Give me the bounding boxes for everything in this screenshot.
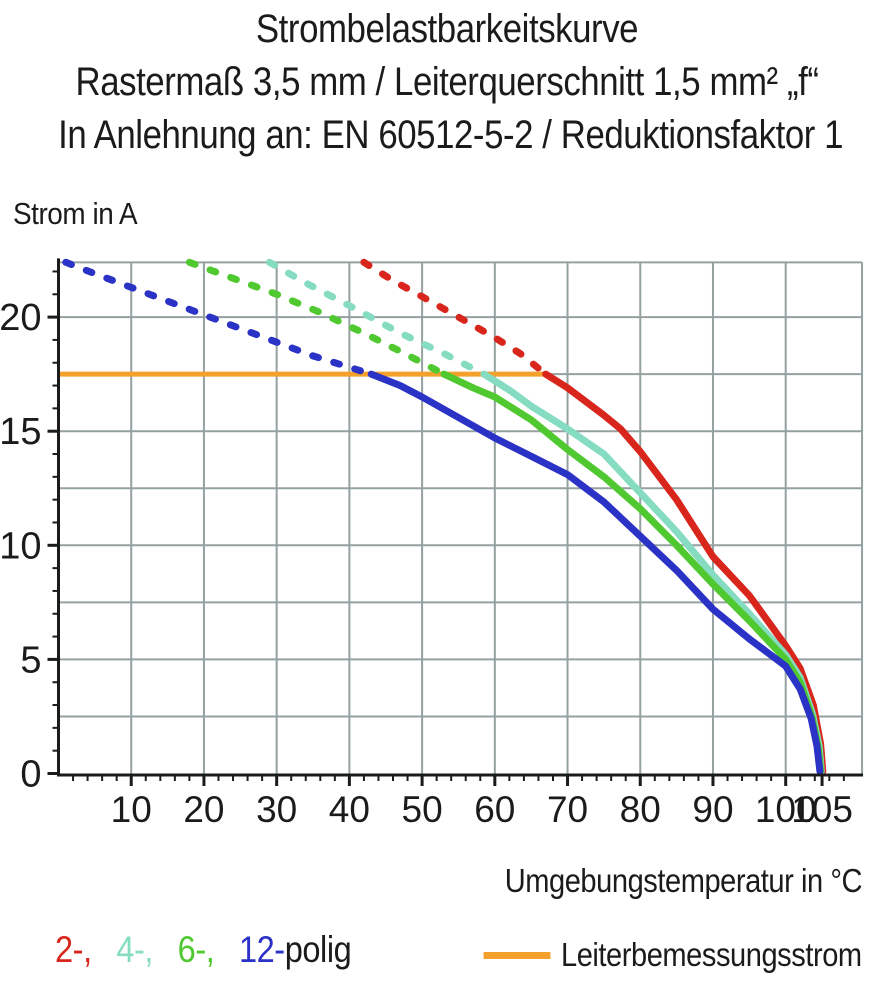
rated-current-label: Leiterbemessungsstrom <box>561 936 862 973</box>
x-tick-label-90: 90 <box>692 789 733 830</box>
x-axis-label: Umgebungstemperatur in °C <box>504 862 863 899</box>
legend-poles-suffix: polig <box>284 929 352 970</box>
x-tick-label-100: 100 <box>755 789 817 830</box>
y-axis-label: Strom in A <box>13 196 138 231</box>
title-line-1: Strombelastbarkeitskurve <box>255 7 639 51</box>
legend-6-polig: 6-, <box>177 929 215 970</box>
y-tick-label-10: 10 <box>0 525 42 567</box>
axis-ticks <box>47 270 845 786</box>
title-line-3: In Anlehnung an: EN 60512-5-2 / Reduktio… <box>58 113 844 157</box>
axes <box>57 258 864 777</box>
legend-rated-current: Leiterbemessungsstrom <box>483 936 862 974</box>
chart-title: Strombelastbarkeitskurve Rastermaß 3,5 m… <box>0 3 894 162</box>
y-tick-label-20: 20 <box>0 297 42 339</box>
legend-4-polig: 4-, <box>116 929 154 970</box>
y-tick-label-15: 15 <box>0 411 42 453</box>
series-4-polig <box>265 258 825 775</box>
rated-current-swatch-icon <box>483 951 551 959</box>
series-6-polig <box>185 258 825 775</box>
series-12-polig <box>62 258 824 775</box>
x-tick-label-30: 30 <box>256 789 297 830</box>
x-tick-label-60: 60 <box>474 789 515 830</box>
series-2-polig <box>360 258 827 775</box>
legend-2-polig: 2-, <box>55 929 92 970</box>
title-line-2: Rastermaß 3,5 mm / Leiterquerschnitt 1,5… <box>75 60 819 104</box>
x-tick-label-80: 80 <box>620 789 661 830</box>
x-tick-label-40: 40 <box>329 789 370 830</box>
y-tick-label-0: 0 <box>20 754 41 796</box>
x-tick-label-20: 20 <box>183 789 224 830</box>
x-tick-label-70: 70 <box>547 789 588 830</box>
legend-poles: 2-, 4-, 6-, 12- polig <box>55 929 352 971</box>
x-tick-label-105: 105 <box>791 789 853 830</box>
x-tick-label-50: 50 <box>402 789 443 830</box>
legend-12-polig: 12- <box>238 929 285 970</box>
x-tick-label-10: 10 <box>111 789 152 830</box>
gridlines <box>58 261 864 775</box>
y-tick-label-5: 5 <box>20 639 41 681</box>
